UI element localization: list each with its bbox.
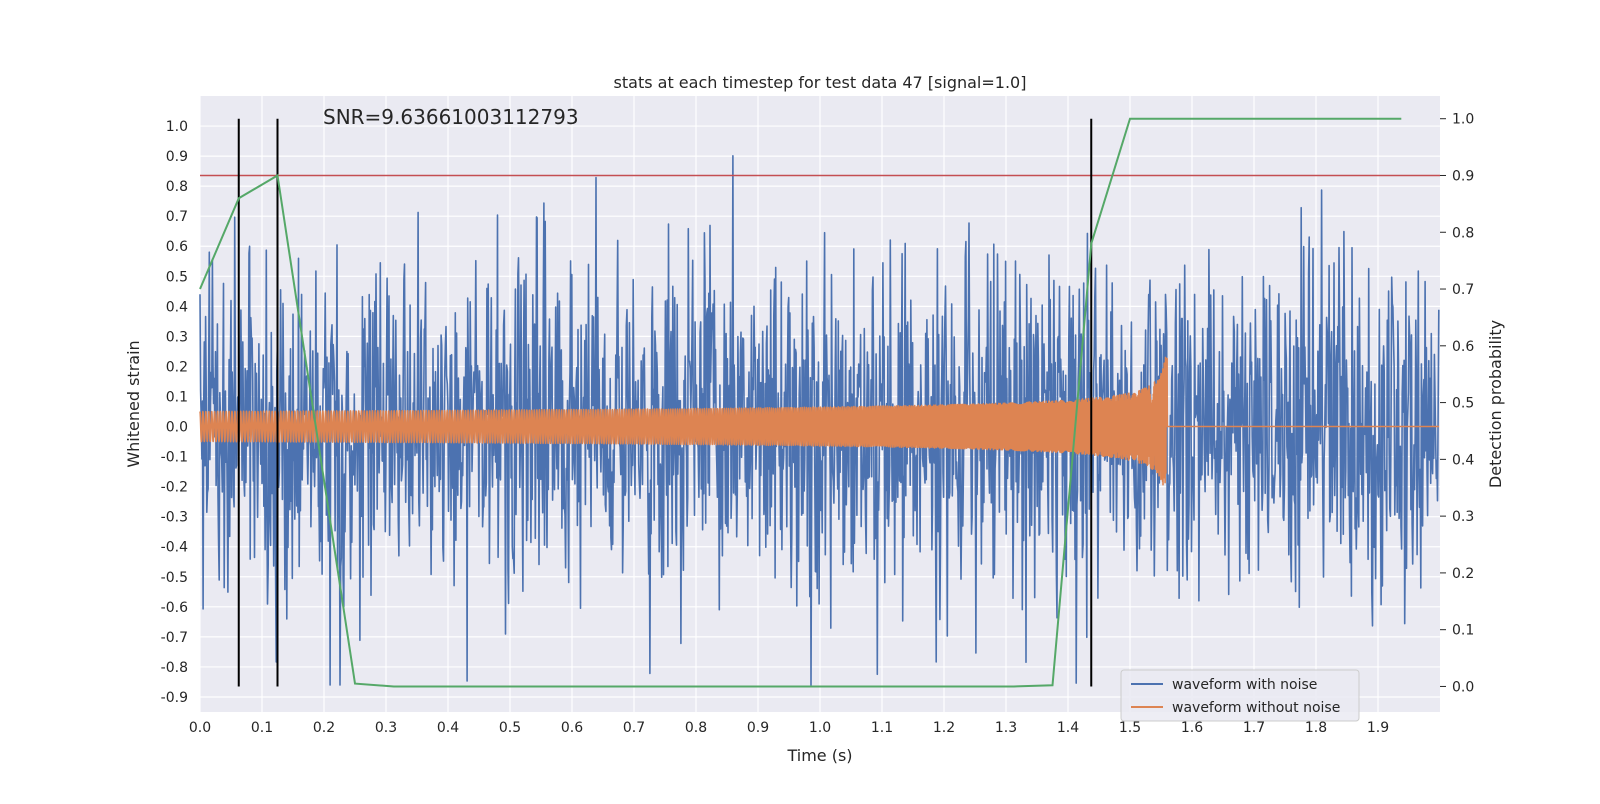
- x-tick-label: 0.0: [189, 720, 211, 736]
- x-tick-label: 0.4: [437, 720, 459, 736]
- x-tick-label: 1.5: [1119, 720, 1141, 736]
- y-tick-label: 0.3: [166, 329, 188, 345]
- x-tick-label: 1.3: [995, 720, 1017, 736]
- x-axis-label: Time (s): [786, 746, 852, 765]
- series-detection-probability: [199, 117, 1402, 688]
- legend: waveform with noise waveform without noi…: [1120, 669, 1360, 722]
- y-tick-label: 0.1: [166, 389, 188, 405]
- x-tick-labels: 0.0 0.1 0.2 0.3 0.4 0.5 0.6 0.7 0.8 0.9 1.0 1.1 1.2 1…: [189, 720, 1389, 736]
- y-tick-label: -0.4: [161, 540, 188, 556]
- vertical-markers: [237, 118, 1093, 687]
- y2-tick-label: 0.8: [1452, 225, 1474, 241]
- y2-tick-label: 1.0: [1452, 112, 1474, 128]
- y2-tick-label: 0.0: [1452, 679, 1474, 695]
- x-tick-label: 0.8: [685, 720, 707, 736]
- y-tick-label: -0.2: [161, 480, 188, 496]
- y2-tick-label: 0.2: [1452, 566, 1474, 582]
- snr-annotation: SNR=9.63661003112793: [323, 105, 579, 129]
- x-tick-label: 0.6: [561, 720, 583, 736]
- y2-tick-label: 0.1: [1452, 623, 1474, 639]
- y2-axis-label: Detection probability: [1486, 320, 1505, 488]
- y-tick-label: 0.4: [166, 299, 188, 315]
- x-tick-label: 0.5: [499, 720, 521, 736]
- y-tick-label: 0.7: [166, 209, 188, 225]
- y-tick-label: 0.6: [166, 239, 188, 255]
- x-tick-label: 1.4: [1057, 720, 1079, 736]
- x-tick-label: 1.0: [809, 720, 831, 736]
- legend-label-noisy: waveform with noise: [1172, 677, 1317, 693]
- x-tick-label: 1.8: [1305, 720, 1327, 736]
- chart-title: stats at each timestep for test data 47 …: [614, 73, 1027, 92]
- x-tick-label: 1.7: [1243, 720, 1265, 736]
- y-tick-label: -0.8: [161, 660, 188, 676]
- x-tick-label: 0.7: [623, 720, 645, 736]
- y2-tick-label: 0.3: [1452, 509, 1474, 525]
- x-tick-label: 0.9: [747, 720, 769, 736]
- y-tick-label: -0.9: [161, 690, 188, 706]
- x-tick-label: 1.9: [1367, 720, 1389, 736]
- legend-label-clean: waveform without noise: [1172, 700, 1340, 716]
- y-tick-label: -0.7: [161, 630, 188, 646]
- y2-tick-label: 0.5: [1452, 396, 1474, 412]
- x-tick-label: 0.3: [375, 720, 397, 736]
- y2-tick-labels: 1.0 0.9 0.8 0.7 0.6 0.5 0.4 0.3 0.2 0.1 0.0: [1440, 112, 1474, 695]
- x-tick-label: 1.2: [933, 720, 955, 736]
- x-tick-label: 1.1: [871, 720, 893, 736]
- y-tick-label: -0.5: [161, 570, 188, 586]
- y-tick-label: 1.0: [166, 119, 188, 135]
- series-waveform-without-noise: [199, 356, 1440, 486]
- y-tick-label: 0.2: [166, 359, 188, 375]
- legend-box: [1120, 669, 1360, 722]
- y-tick-label: -0.3: [161, 510, 188, 526]
- series-clean-waveform-group: [199, 356, 1440, 486]
- y-tick-label: -0.6: [161, 600, 188, 616]
- x-tick-label: 0.1: [251, 720, 273, 736]
- y2-tick-label: 0.4: [1452, 452, 1474, 468]
- y2-tick-label: 0.7: [1452, 282, 1474, 298]
- y-tick-labels: 1.0 0.9 0.8 0.7 0.6 0.5 0.4 0.3 0.2 0.1 0.0 -0.1 -0.…: [161, 119, 188, 706]
- y-tick-label: 0.8: [166, 179, 188, 195]
- x-tick-label: 0.2: [313, 720, 335, 736]
- x-tick-label: 1.6: [1181, 720, 1203, 736]
- y-tick-label: 0.9: [166, 149, 188, 165]
- y-axis-label: Whitened strain: [124, 340, 143, 467]
- y2-tick-label: 0.9: [1452, 168, 1474, 184]
- y-tick-label: -0.1: [161, 450, 188, 466]
- y-tick-label: 0.5: [166, 269, 188, 285]
- y2-tick-label: 0.6: [1452, 339, 1474, 355]
- y-tick-label: 0.0: [166, 420, 188, 436]
